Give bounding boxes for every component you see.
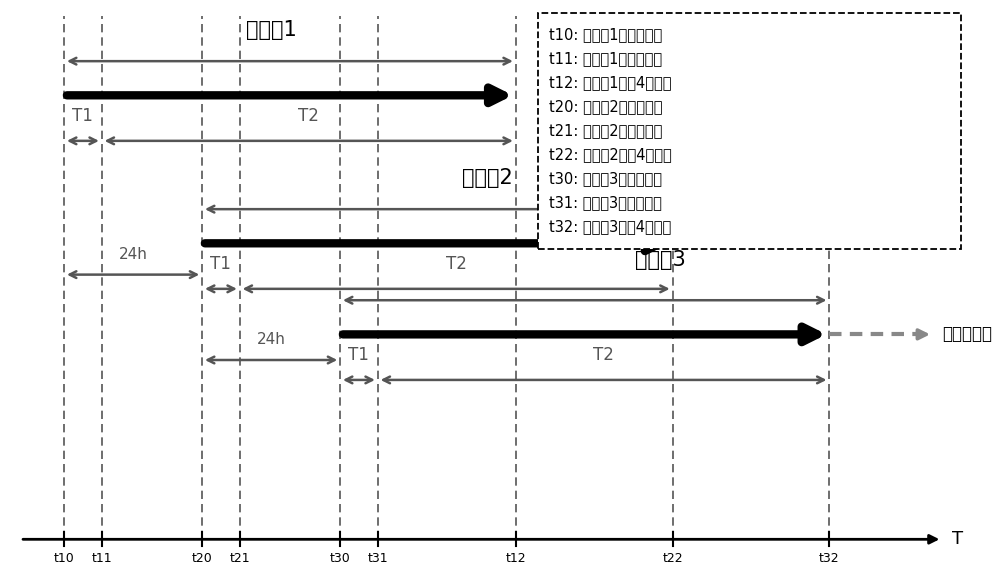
Text: 24h: 24h	[119, 247, 148, 262]
Text: T1: T1	[72, 107, 93, 125]
Text: T2: T2	[593, 346, 614, 364]
Text: t11: t11	[91, 551, 112, 565]
Text: t31: t31	[367, 551, 388, 565]
Text: t20: 循环天2的预报时刻: t20: 循环天2的预报时刻	[549, 100, 662, 114]
Text: t12: 循环天1的第4天零时: t12: 循环天1的第4天零时	[549, 76, 671, 90]
Text: t11: 循环天1的次日零时: t11: 循环天1的次日零时	[549, 51, 662, 66]
Text: t32: t32	[819, 551, 840, 565]
Text: t21: 循环天2的次日零时: t21: 循环天2的次日零时	[549, 124, 662, 138]
Text: t21: t21	[229, 551, 250, 565]
Text: t30: 循环天3的预报时刻: t30: 循环天3的预报时刻	[549, 172, 662, 186]
Text: t31: 循环天3的次日零时: t31: 循环天3的次日零时	[549, 195, 662, 210]
Text: T1: T1	[348, 346, 369, 364]
Text: t20: t20	[192, 551, 212, 565]
Text: t12: t12	[505, 551, 526, 565]
Text: T2: T2	[446, 255, 467, 273]
Text: t30: t30	[330, 551, 350, 565]
Text: t22: t22	[662, 551, 683, 565]
Text: t10: 循环天1的预报时刻: t10: 循环天1的预报时刻	[549, 27, 662, 42]
Text: T2: T2	[298, 107, 319, 125]
Text: t10: t10	[54, 551, 74, 565]
Text: T: T	[952, 530, 963, 549]
Text: 循环天3: 循环天3	[635, 251, 685, 271]
Text: t32: 循环天3的第4天零时: t32: 循环天3的第4天零时	[549, 219, 671, 235]
Text: T1: T1	[210, 255, 231, 273]
Text: 循环天2: 循环天2	[462, 168, 513, 188]
Text: 随时间更新: 随时间更新	[942, 325, 992, 343]
Text: 24h: 24h	[257, 332, 286, 347]
Text: t22: 循环天2的第4天零时: t22: 循环天2的第4天零时	[549, 148, 672, 162]
Text: 循环天1: 循环天1	[246, 20, 296, 40]
FancyBboxPatch shape	[538, 13, 961, 249]
